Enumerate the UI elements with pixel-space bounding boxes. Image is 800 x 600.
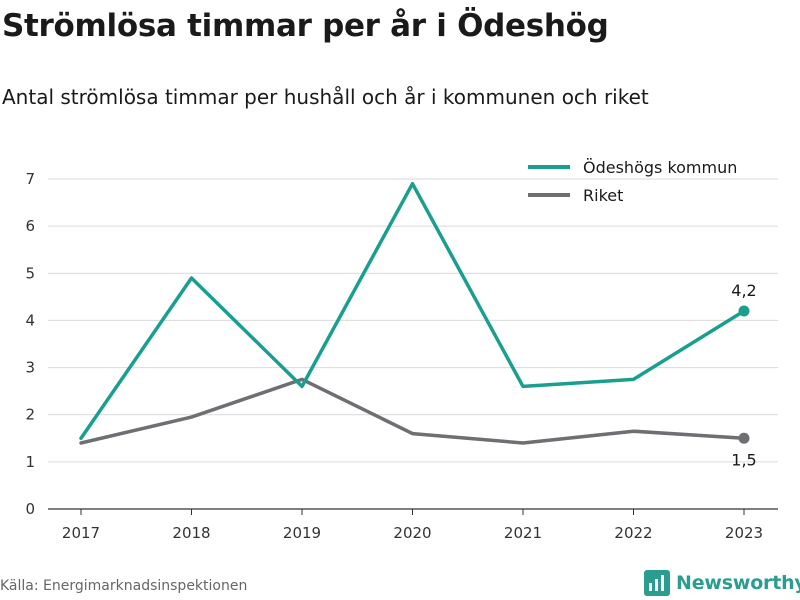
series-line xyxy=(79,377,746,445)
x-tick-label: 2023 xyxy=(725,524,763,542)
series-lines: 1,5 4,2 xyxy=(79,181,757,469)
legend: Ödeshögs kommun Riket xyxy=(528,158,737,205)
x-tick-label: 2018 xyxy=(172,524,210,542)
x-tick-label: 2021 xyxy=(504,524,542,542)
y-tick-label: 7 xyxy=(25,170,35,188)
chart-title: Strömlösa timmar per år i Ödeshög xyxy=(2,8,609,44)
brand-name: Newsworthy xyxy=(676,572,800,594)
series-end-point xyxy=(738,305,750,317)
source-note: Källa: Energimarknadsinspektionen xyxy=(0,578,248,594)
chart-subtitle: Antal strömlösa timmar per hushåll och å… xyxy=(2,85,649,109)
series-line xyxy=(79,181,746,441)
end-value-label: 4,2 xyxy=(731,281,756,300)
x-axis: 2017 2018 2019 2020 2021 2022 2023 xyxy=(48,508,778,542)
x-tick-label: 2020 xyxy=(393,524,431,542)
y-tick-label: 2 xyxy=(25,406,35,424)
newsworthy-logo-icon xyxy=(644,570,670,596)
y-tick-label: 0 xyxy=(25,500,35,518)
grid-lines xyxy=(48,178,778,463)
x-tick-label: 2017 xyxy=(62,524,100,542)
x-tick-label: 2022 xyxy=(614,524,652,542)
brand-logo: Newsworthy xyxy=(644,570,800,596)
end-value-label: 1,5 xyxy=(731,450,756,469)
y-tick-label: 4 xyxy=(25,311,35,329)
series-end-point xyxy=(738,432,750,444)
y-tick-label: 3 xyxy=(25,359,35,377)
legend-label: Ödeshögs kommun xyxy=(583,158,737,177)
x-tick-label: 2019 xyxy=(283,524,321,542)
y-tick-label: 1 xyxy=(25,453,35,471)
legend-label: Riket xyxy=(583,186,623,205)
y-tick-label: 5 xyxy=(25,264,35,282)
y-axis: 0 1 2 3 4 5 6 7 xyxy=(25,170,35,518)
y-tick-label: 6 xyxy=(25,217,35,235)
